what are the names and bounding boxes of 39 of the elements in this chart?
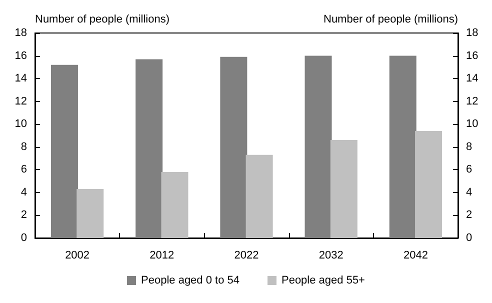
y2-tick-label: 0 <box>466 232 472 244</box>
y2-tick-label: 2 <box>466 209 472 222</box>
x-tick-label: 2022 <box>234 250 259 262</box>
bar <box>415 130 442 238</box>
bar <box>246 154 273 238</box>
y-tick-label: 14 <box>14 72 27 85</box>
y2-tick-label: 12 <box>466 95 478 108</box>
x-tick-label: 2012 <box>150 250 174 262</box>
y2-tick-label: 4 <box>466 186 472 198</box>
bar <box>76 189 104 238</box>
y2-tick-label: 8 <box>466 140 472 153</box>
y-tick-label: 8 <box>20 140 27 153</box>
bar <box>389 56 416 238</box>
y2-axis-title: Number of people (millions) <box>324 14 458 26</box>
bar <box>136 59 163 238</box>
bar <box>330 140 358 238</box>
y-tick-label: 12 <box>14 95 27 108</box>
y-tick-label: 6 <box>20 164 27 176</box>
y-tick-label: 2 <box>20 209 27 222</box>
bar <box>304 56 332 238</box>
bar <box>220 56 248 238</box>
y2-tick-label: 18 <box>466 27 478 39</box>
y-tick-label: 16 <box>14 50 27 62</box>
y-tick-label: 4 <box>20 186 27 198</box>
y2-tick-label: 10 <box>466 118 478 130</box>
legend-label: People aged 0 to 54 <box>141 274 240 286</box>
bar <box>50 64 78 238</box>
y2-tick-label: 16 <box>466 50 478 62</box>
x-tick-label: 2002 <box>65 250 90 262</box>
y2-tick-label: 6 <box>466 164 472 176</box>
y-tick-label: 0 <box>20 232 27 244</box>
y-tick-label: 18 <box>14 27 27 39</box>
x-tick-label: 2032 <box>318 250 344 262</box>
y-axis-title: Number of people (millions) <box>35 14 170 26</box>
y-tick-label: 10 <box>14 118 27 130</box>
y2-tick-label: 14 <box>466 72 478 85</box>
legend-label: People aged 55+ <box>281 274 365 286</box>
x-tick-label: 2042 <box>403 250 428 262</box>
bar <box>161 172 188 238</box>
